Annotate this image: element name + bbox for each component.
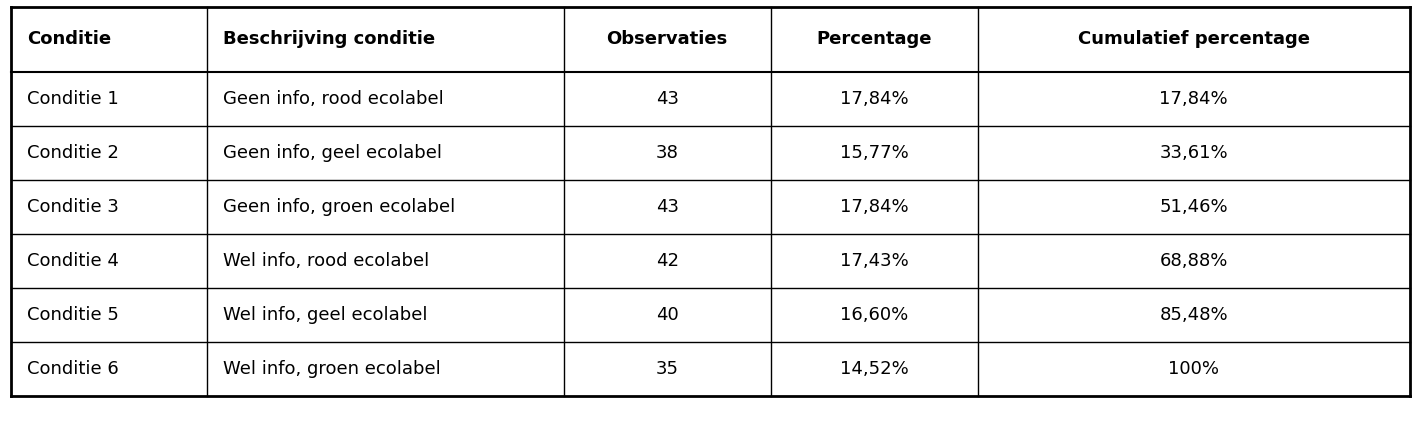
Text: Percentage: Percentage xyxy=(816,30,932,48)
Text: 38: 38 xyxy=(655,144,679,162)
Text: 17,84%: 17,84% xyxy=(840,198,908,216)
Text: 17,43%: 17,43% xyxy=(840,252,908,270)
Text: 17,84%: 17,84% xyxy=(1160,90,1228,108)
Text: Conditie 3: Conditie 3 xyxy=(27,198,119,216)
Text: Conditie 6: Conditie 6 xyxy=(27,360,119,377)
Text: Cumulatief percentage: Cumulatief percentage xyxy=(1077,30,1310,48)
Text: 68,88%: 68,88% xyxy=(1160,252,1228,270)
Text: 43: 43 xyxy=(655,198,679,216)
Text: Observaties: Observaties xyxy=(607,30,728,48)
Text: 100%: 100% xyxy=(1168,360,1219,377)
Text: 35: 35 xyxy=(655,360,679,377)
Text: Geen info, geel ecolabel: Geen info, geel ecolabel xyxy=(223,144,442,162)
Text: Conditie 1: Conditie 1 xyxy=(27,90,119,108)
Text: 33,61%: 33,61% xyxy=(1160,144,1228,162)
Text: 40: 40 xyxy=(655,306,679,324)
Text: Conditie 4: Conditie 4 xyxy=(27,252,119,270)
Text: 17,84%: 17,84% xyxy=(840,90,908,108)
Text: 42: 42 xyxy=(655,252,679,270)
Text: Conditie: Conditie xyxy=(27,30,111,48)
Text: 16,60%: 16,60% xyxy=(840,306,908,324)
Text: 15,77%: 15,77% xyxy=(840,144,908,162)
Text: 85,48%: 85,48% xyxy=(1160,306,1228,324)
Text: 43: 43 xyxy=(655,90,679,108)
Text: Geen info, rood ecolabel: Geen info, rood ecolabel xyxy=(223,90,443,108)
Text: Wel info, groen ecolabel: Wel info, groen ecolabel xyxy=(223,360,441,377)
Text: Conditie 5: Conditie 5 xyxy=(27,306,119,324)
Text: Conditie 2: Conditie 2 xyxy=(27,144,119,162)
Text: Beschrijving conditie: Beschrijving conditie xyxy=(223,30,435,48)
Text: 14,52%: 14,52% xyxy=(840,360,908,377)
Text: 51,46%: 51,46% xyxy=(1160,198,1228,216)
Text: Wel info, geel ecolabel: Wel info, geel ecolabel xyxy=(223,306,428,324)
Text: Wel info, rood ecolabel: Wel info, rood ecolabel xyxy=(223,252,429,270)
Text: Geen info, groen ecolabel: Geen info, groen ecolabel xyxy=(223,198,455,216)
